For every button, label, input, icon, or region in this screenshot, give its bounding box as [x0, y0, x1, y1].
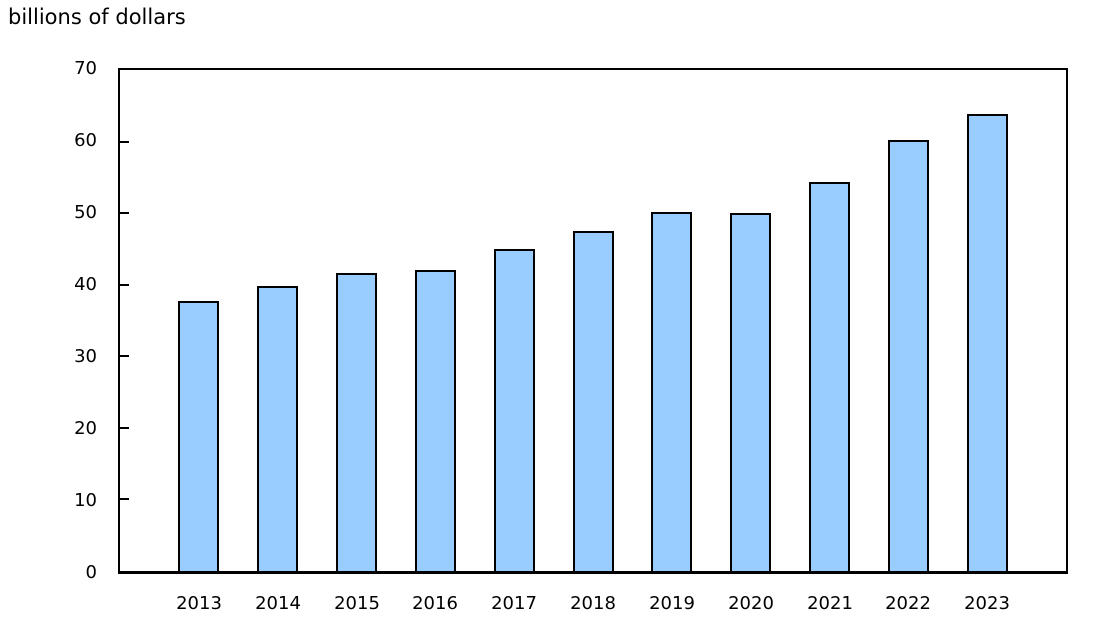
x-axis-label-2016: 2016: [412, 593, 458, 614]
plot-area: [118, 68, 1068, 574]
x-axis-label-2013: 2013: [176, 593, 222, 614]
x-axis-label-2022: 2022: [885, 593, 931, 614]
x-axis-label-2015: 2015: [334, 593, 380, 614]
x-axis-label-2018: 2018: [570, 593, 616, 614]
bar-2019: [651, 212, 693, 571]
y-axis-tick-mark-50: [120, 212, 129, 215]
bar-2022: [887, 140, 929, 571]
y-axis-tick-label-40: 40: [74, 274, 97, 295]
bar-2016: [414, 270, 456, 571]
x-axis-label-2021: 2021: [807, 593, 853, 614]
bar-2023: [966, 114, 1008, 571]
y-axis-tick-label-10: 10: [74, 490, 97, 511]
bar-2014: [257, 286, 299, 571]
y-axis-tick-label-20: 20: [74, 418, 97, 439]
plot-inner: [120, 70, 1066, 571]
y-axis-tick-mark-10: [120, 498, 129, 501]
chart-title: billions of dollars: [8, 5, 186, 29]
y-axis-tick-mark-30: [120, 355, 129, 358]
y-axis-tick-label-60: 60: [74, 130, 97, 151]
bar-2020: [730, 213, 772, 571]
x-axis-label-2019: 2019: [649, 593, 695, 614]
bar-2015: [336, 273, 377, 571]
y-axis-tick-mark-20: [120, 426, 129, 429]
y-axis-tick-label-70: 70: [74, 58, 97, 79]
y-axis-tick-label-30: 30: [74, 346, 97, 367]
x-axis-label-2014: 2014: [255, 593, 301, 614]
bar-2013: [178, 301, 220, 571]
y-axis-tick-label-0: 0: [85, 562, 97, 583]
x-axis-label-2020: 2020: [728, 593, 774, 614]
y-axis-tick-mark-40: [120, 283, 129, 286]
x-axis-label-2017: 2017: [491, 593, 537, 614]
bar-2018: [572, 231, 614, 571]
bar-2017: [493, 249, 535, 571]
bar-2021: [809, 182, 850, 571]
y-axis-tick-mark-60: [120, 140, 129, 143]
y-axis-tick-label-50: 50: [74, 202, 97, 223]
x-axis-label-2023: 2023: [964, 593, 1010, 614]
